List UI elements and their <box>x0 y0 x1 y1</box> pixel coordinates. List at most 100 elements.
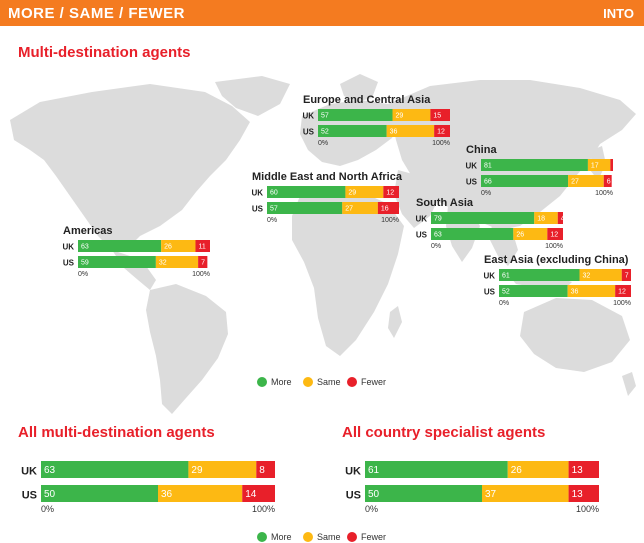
bar-same-uk <box>587 159 611 171</box>
legend-dot-same <box>303 532 313 542</box>
value-label-more-us: 57 <box>270 206 278 213</box>
value-label-fewer-uk: 12 <box>386 190 394 197</box>
bar-same-uk <box>507 461 569 478</box>
value-label-fewer-uk: 13 <box>572 465 584 476</box>
axis-label-end: 100% <box>545 243 563 250</box>
chart-south-asia: South Asia UK 79 18 4 US 63 26 12 0% 100% <box>415 197 564 250</box>
bar-fewer-us <box>377 202 399 214</box>
value-label-same-uk: 29 <box>395 113 403 120</box>
row-label-us: US <box>22 489 37 501</box>
legend-dot-more <box>257 532 267 542</box>
value-label-same-us: 36 <box>571 289 579 296</box>
section-title-all-multi: All multi-destination agents <box>18 424 215 441</box>
bar-more-us <box>78 256 156 268</box>
bar-same-us <box>513 228 548 240</box>
row-label-uk: UK <box>415 214 427 223</box>
row-label-us: US <box>466 177 478 186</box>
legend-dot-more <box>257 377 267 387</box>
legend-2: More Same Fewer <box>257 532 386 542</box>
value-label-fewer-us: 14 <box>245 489 257 500</box>
value-label-same-uk: 17 <box>591 163 599 170</box>
bar-same-uk <box>188 461 257 478</box>
chart-title-europe-and-central-asia: Europe and Central Asia <box>303 94 431 106</box>
value-label-fewer-uk: 2 <box>613 163 617 170</box>
bar-same-us <box>158 485 243 502</box>
bar-fewer-us <box>568 485 599 502</box>
value-label-more-uk: 79 <box>434 216 442 223</box>
bar-fewer-us <box>242 485 275 502</box>
page-title: MORE / SAME / FEWER <box>8 5 186 22</box>
legend-dot-fewer <box>347 532 357 542</box>
bar-fewer-uk <box>621 269 631 281</box>
axis-label-end: 100% <box>381 217 399 224</box>
bar-more-us <box>481 175 569 187</box>
chart-china: China UK 81 17 2 US 66 27 6 0% 100% <box>465 144 617 197</box>
bar-fewer-uk <box>557 212 563 224</box>
chart-americas: Americas UK 63 26 11 US 59 32 7 0% 100% <box>62 225 210 278</box>
axis-label-end: 100% <box>432 140 450 147</box>
bar-fewer-us <box>603 175 612 187</box>
bar-more-us <box>267 202 343 214</box>
legend-dot-same <box>303 377 313 387</box>
value-label-fewer-us: 12 <box>437 129 445 136</box>
bar-fewer-us <box>615 285 631 297</box>
legend-1: More Same Fewer <box>257 377 386 387</box>
value-label-fewer-uk: 4 <box>561 216 565 223</box>
axis-label-end: 100% <box>576 504 599 514</box>
value-label-fewer-us: 6 <box>607 179 611 186</box>
bar-same-us <box>567 285 616 297</box>
chart-title-americas: Americas <box>63 225 113 237</box>
chart-title-middle-east-and-north-africa: Middle East and North Africa <box>252 171 403 183</box>
bar-same-uk <box>345 186 384 198</box>
value-label-more-uk: 81 <box>484 163 492 170</box>
bar-more-us <box>318 125 387 137</box>
bar-more-uk <box>481 159 588 171</box>
legend-label-fewer: Fewer <box>361 377 386 387</box>
section-title-all-specialist: All country specialist agents <box>342 424 546 441</box>
bar-more-uk <box>41 461 189 478</box>
bar-same-us <box>342 202 378 214</box>
row-label-us: US <box>303 127 315 136</box>
bar-more-us <box>365 485 482 502</box>
row-label-uk: UK <box>62 242 74 251</box>
value-label-fewer-uk: 7 <box>625 273 629 280</box>
value-label-fewer-uk: 11 <box>198 244 205 251</box>
chart-title-east-asia-excluding-china: East Asia (excluding China) <box>484 254 629 266</box>
value-label-more-us: 52 <box>502 289 510 296</box>
chart-title-china: China <box>466 144 497 156</box>
value-label-more-us: 50 <box>368 489 380 500</box>
bar-more-us <box>41 485 158 502</box>
bar-more-uk <box>318 109 393 121</box>
axis-label-start: 0% <box>499 300 509 307</box>
header-bar: MORE / SAME / FEWER INTO <box>0 0 644 26</box>
value-label-more-uk: 61 <box>368 465 380 476</box>
value-label-more-us: 50 <box>44 489 56 500</box>
value-label-more-uk: 61 <box>502 273 510 280</box>
bar-same-us <box>568 175 604 187</box>
section-title-multi: Multi-destination agents <box>18 44 191 61</box>
value-label-same-uk: 18 <box>537 216 545 223</box>
value-label-fewer-us: 7 <box>201 260 205 267</box>
legend-label-same: Same <box>317 532 341 542</box>
axis-label-start: 0% <box>41 504 54 514</box>
value-label-fewer-us: 12 <box>550 232 558 239</box>
value-label-more-us: 59 <box>81 260 89 267</box>
bar-same-us <box>155 256 199 268</box>
axis-label-end: 100% <box>595 190 613 197</box>
value-label-fewer-uk: 8 <box>259 465 265 476</box>
bar-fewer-uk <box>430 109 450 121</box>
bar-fewer-us <box>434 125 450 137</box>
bar-more-uk <box>267 186 346 198</box>
value-label-more-us: 66 <box>484 179 492 186</box>
value-label-more-us: 52 <box>321 129 329 136</box>
bar-same-us <box>482 485 569 502</box>
axis-label-start: 0% <box>431 243 441 250</box>
bar-same-uk <box>392 109 431 121</box>
bar-more-uk <box>365 461 508 478</box>
bar-fewer-us <box>198 256 208 268</box>
value-label-same-uk: 29 <box>348 190 356 197</box>
bar-fewer-uk <box>610 159 613 171</box>
bar-fewer-uk <box>195 240 210 252</box>
chart-east-asia-excluding-china: East Asia (excluding China) UK 61 32 7 US 52 36… <box>483 254 631 307</box>
